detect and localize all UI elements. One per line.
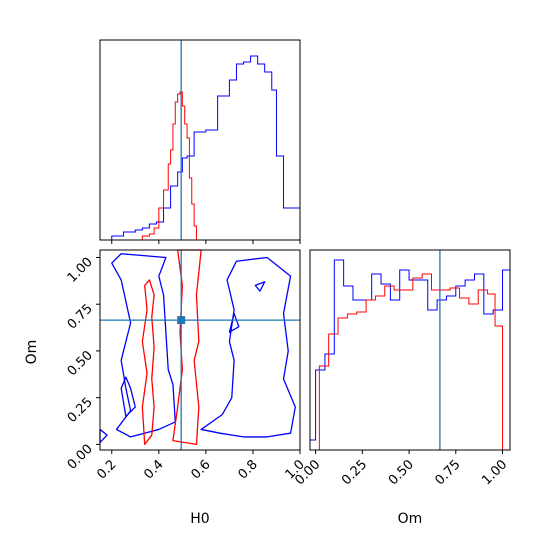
om-frame xyxy=(309,249,511,451)
h0-frame xyxy=(99,39,301,241)
om-xtick-label-4: 1.00 xyxy=(479,457,510,488)
joint-frame xyxy=(99,249,301,451)
joint-ytick-label-2: 0.50 xyxy=(65,348,96,379)
om-y-axis-label: Om xyxy=(24,340,40,365)
contour-0-3 xyxy=(254,281,266,292)
joint-ytick-label-1: 0.25 xyxy=(65,395,96,426)
om-x-axis-label: Om xyxy=(398,511,423,527)
om-xtick-label-2: 0.50 xyxy=(386,457,417,488)
truth-marker xyxy=(177,316,186,325)
joint-xtick-label-0: 0.2 xyxy=(94,457,119,482)
contour-0-5 xyxy=(99,428,108,444)
h0-marginal-panel xyxy=(99,39,301,244)
h0-om-joint-panel: 0.2 0.4 0.6 0.8 1.00.000.250.500.751.00 xyxy=(65,249,308,482)
contour-0-1 xyxy=(200,256,296,438)
om-xtick-label-1: 0.25 xyxy=(339,457,370,488)
om-histogram-0 xyxy=(309,259,511,450)
om-marginal-panel: 0.00 0.25 0.50 0.75 1.00 xyxy=(292,249,511,488)
joint-ytick-label-0: 0.00 xyxy=(65,442,96,473)
h0-histogram-0 xyxy=(100,55,301,241)
joint-xtick-label-2: 0.6 xyxy=(188,457,213,482)
h0-histogram-1 xyxy=(135,91,199,241)
joint-ytick-label-4: 1.00 xyxy=(65,255,96,286)
joint-xtick-label-3: 0.8 xyxy=(236,457,261,482)
contour-0-2 xyxy=(120,376,136,418)
joint-ytick-label-3: 0.75 xyxy=(65,301,96,332)
joint-xtick-label-1: 0.4 xyxy=(141,457,166,482)
contour-0-0 xyxy=(111,253,176,438)
contour-1-1 xyxy=(172,249,202,446)
contour-1-0 xyxy=(141,279,155,446)
h0-axis-label: H0 xyxy=(190,511,209,527)
om-histogram-1 xyxy=(315,273,504,451)
om-xtick-label-3: 0.75 xyxy=(433,457,464,488)
